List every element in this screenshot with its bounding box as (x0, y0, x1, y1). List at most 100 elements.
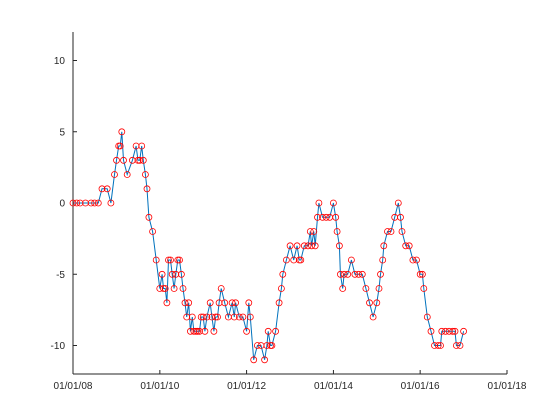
data-point-marker (250, 356, 258, 364)
data-point-marker (69, 199, 77, 207)
series-line (73, 131, 465, 360)
data-point-marker (174, 256, 182, 264)
data-point-marker (203, 313, 211, 321)
data-point-marker (300, 242, 308, 250)
data-point-marker (434, 342, 442, 349)
data-point-marker (420, 285, 428, 292)
data-point-marker (375, 285, 383, 292)
data-point-marker (427, 327, 435, 335)
data-point-marker (196, 327, 203, 335)
data-point-marker (230, 313, 238, 321)
data-point-marker (310, 228, 318, 235)
data-point-marker (333, 228, 341, 235)
x-tick-label: 01/01/14 (314, 381, 353, 392)
data-point-marker (179, 285, 187, 292)
data-point-marker (451, 327, 459, 335)
chart-axes (72, 32, 507, 375)
data-point-marker (158, 270, 166, 278)
data-point-marker (161, 285, 169, 292)
y-tick-label: 5 (59, 127, 65, 138)
x-ticks: 01/01/08 01/01/10 01/01/12 01/01/14 01/01/16… (54, 370, 527, 392)
data-point-marker (297, 256, 305, 264)
data-point-marker (405, 242, 413, 250)
data-point-marker (332, 213, 340, 221)
data-point-marker (192, 327, 200, 335)
data-point-marker (123, 171, 131, 178)
data-point-marker (145, 213, 153, 221)
x-tick-label: 01/01/16 (401, 381, 440, 392)
data-point-marker (199, 313, 207, 321)
data-point-marker (279, 270, 287, 278)
data-point-marker (149, 228, 157, 235)
data-point-marker (319, 213, 326, 221)
data-point-marker (185, 299, 193, 307)
data-point-marker (245, 299, 253, 307)
data-point-marker (423, 313, 431, 321)
data-point-marker (336, 270, 344, 278)
data-point-marker (212, 313, 220, 321)
data-point-marker (438, 327, 446, 335)
data-point-marker (311, 242, 319, 250)
data-point-marker (340, 270, 348, 278)
data-point-marker (165, 256, 172, 264)
data-point-marker (87, 199, 95, 207)
data-point-marker (217, 285, 225, 292)
data-point-marker (176, 256, 183, 264)
data-point-marker (275, 299, 283, 307)
data-point-marker (82, 199, 89, 207)
y-tick-label: -5 (56, 270, 65, 281)
data-point-marker (141, 171, 149, 178)
data-point-marker (290, 256, 298, 264)
data-point-marker (397, 213, 404, 221)
data-point-marker (76, 199, 84, 207)
data-point-marker (188, 313, 196, 321)
data-point-marker (143, 185, 151, 193)
data-point-marker (98, 185, 106, 193)
data-point-marker (355, 270, 363, 278)
data-point-marker (344, 270, 352, 278)
data-point-marker (116, 142, 124, 150)
data-point-marker (253, 342, 261, 349)
data-point-marker (437, 342, 444, 349)
data-point-marker (286, 242, 294, 250)
data-point-marker (167, 256, 174, 264)
data-point-marker (268, 342, 276, 349)
data-point-marker (416, 270, 424, 278)
data-point-marker (315, 199, 323, 207)
data-point-marker (206, 299, 214, 307)
data-point-marker (304, 242, 312, 250)
data-point-marker (456, 342, 464, 349)
data-point-marker (103, 185, 111, 193)
data-point-marker (215, 299, 223, 307)
data-point-marker (136, 156, 144, 164)
data-point-marker (261, 356, 269, 364)
data-point-marker (181, 299, 189, 307)
data-point-marker (293, 242, 301, 250)
data-point-marker (156, 285, 164, 292)
data-point-marker (322, 213, 330, 221)
data-point-marker (139, 156, 147, 164)
data-point-marker (177, 270, 185, 278)
x-tick-label: 01/01/12 (227, 381, 266, 392)
data-point-marker (394, 199, 402, 207)
data-point-marker (308, 242, 316, 250)
data-point-marker (358, 270, 366, 278)
data-point-marker (113, 156, 120, 164)
series-markers (69, 128, 468, 364)
data-point-marker (239, 313, 247, 321)
data-point-marker (228, 299, 236, 307)
data-point-marker (132, 142, 140, 150)
data-point-marker (111, 171, 118, 178)
data-point-marker (460, 327, 468, 335)
data-point-marker (306, 228, 314, 235)
data-point-marker (118, 128, 126, 136)
data-point-marker (277, 285, 285, 292)
data-point-marker (134, 156, 142, 164)
y-tick-label: 0 (59, 199, 65, 210)
x-tick-label: 01/01/08 (54, 381, 93, 392)
data-point-marker (232, 299, 240, 307)
data-point-marker (160, 285, 167, 292)
data-point-marker (335, 242, 343, 250)
data-point-marker (379, 256, 387, 264)
data-point-marker (201, 327, 209, 335)
